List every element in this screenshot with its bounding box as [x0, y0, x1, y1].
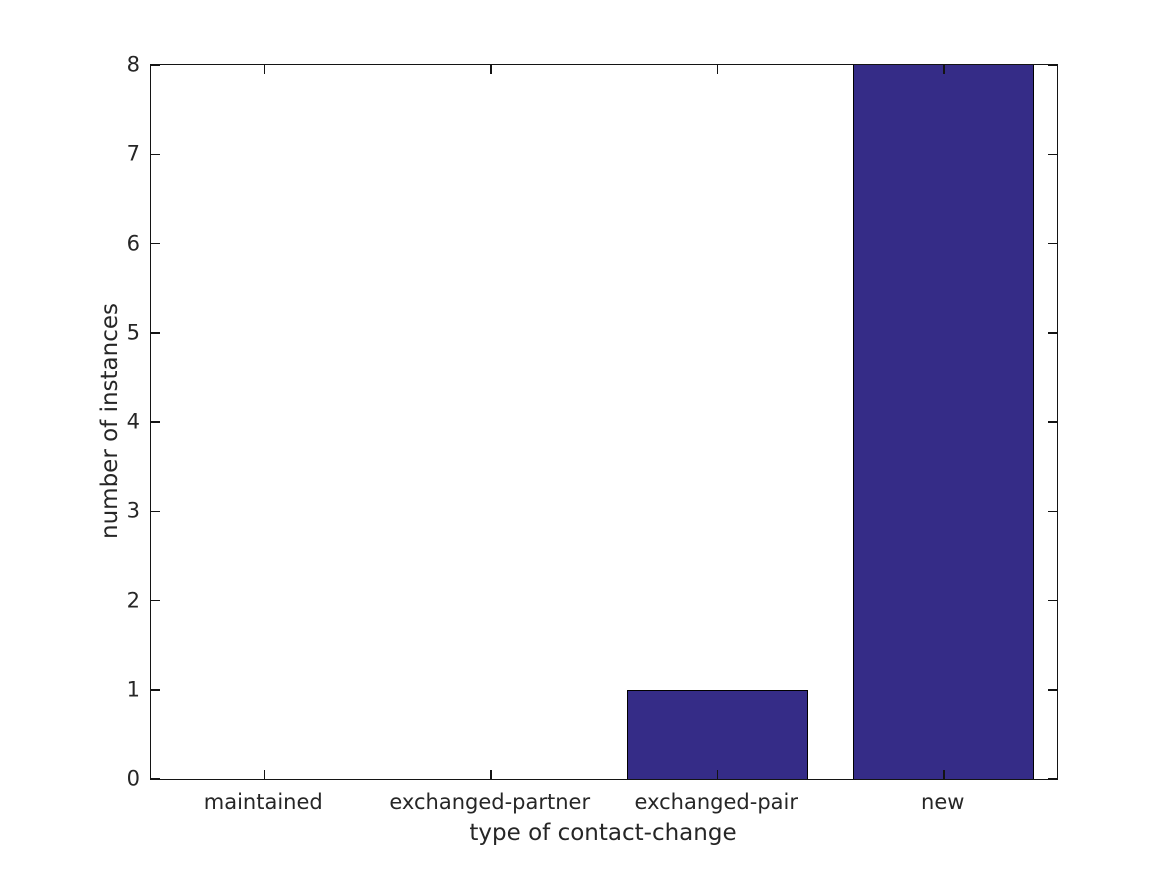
- y-tick-right-8: [1048, 64, 1057, 66]
- x-tick-top-maintained: [263, 65, 265, 74]
- y-tick-label-6: 6: [126, 231, 140, 255]
- y-tick-left-0: [151, 778, 160, 780]
- x-tick-bottom-maintained: [263, 770, 265, 779]
- x-tick-label-exchanged-pair: exchanged-pair: [634, 790, 798, 814]
- x-axis-label: type of contact-change: [469, 820, 737, 846]
- x-tick-label-exchanged-partner: exchanged-partner: [389, 790, 591, 814]
- y-tick-label-2: 2: [126, 588, 140, 612]
- y-tick-label-0: 0: [126, 766, 140, 791]
- y-tick-right-7: [1048, 153, 1057, 155]
- y-tick-left-5: [151, 332, 160, 334]
- y-tick-left-4: [151, 421, 160, 423]
- y-tick-label-1: 1: [126, 677, 140, 702]
- y-tick-right-2: [1048, 599, 1057, 602]
- x-tick-top-new: [943, 65, 945, 74]
- y-tick-left-6: [151, 242, 160, 245]
- x-tick-bottom-exchanged-pair: [716, 770, 718, 779]
- x-tick-bottom-exchanged-partner: [490, 770, 492, 779]
- y-tick-right-0: [1048, 778, 1057, 780]
- y-tick-label-4: 4: [126, 409, 140, 434]
- y-axis-label: number of instances: [97, 303, 123, 539]
- y-tick-label-7: 7: [126, 141, 140, 166]
- y-tick-right-1: [1048, 689, 1057, 691]
- y-tick-left-7: [151, 153, 160, 155]
- x-tick-top-exchanged-partner: [490, 65, 492, 74]
- plot-area: [150, 64, 1058, 780]
- bar-exchanged-pair: [626, 689, 808, 779]
- y-tick-label-8: 8: [126, 52, 140, 77]
- y-tick-label-5: 5: [126, 320, 140, 345]
- y-tick-right-3: [1048, 510, 1057, 512]
- y-tick-left-3: [151, 510, 160, 512]
- y-tick-left-1: [151, 689, 160, 691]
- y-tick-right-5: [1048, 332, 1057, 334]
- y-tick-right-4: [1048, 421, 1057, 423]
- y-tick-right-6: [1048, 242, 1057, 245]
- x-tick-label-new: new: [921, 790, 965, 814]
- bar-new: [853, 65, 1035, 779]
- y-tick-label-3: 3: [126, 498, 140, 523]
- x-tick-top-exchanged-pair: [716, 65, 718, 74]
- x-tick-label-maintained: maintained: [203, 790, 323, 814]
- y-tick-left-8: [151, 64, 160, 66]
- y-tick-left-2: [151, 599, 160, 602]
- x-tick-bottom-new: [943, 770, 945, 779]
